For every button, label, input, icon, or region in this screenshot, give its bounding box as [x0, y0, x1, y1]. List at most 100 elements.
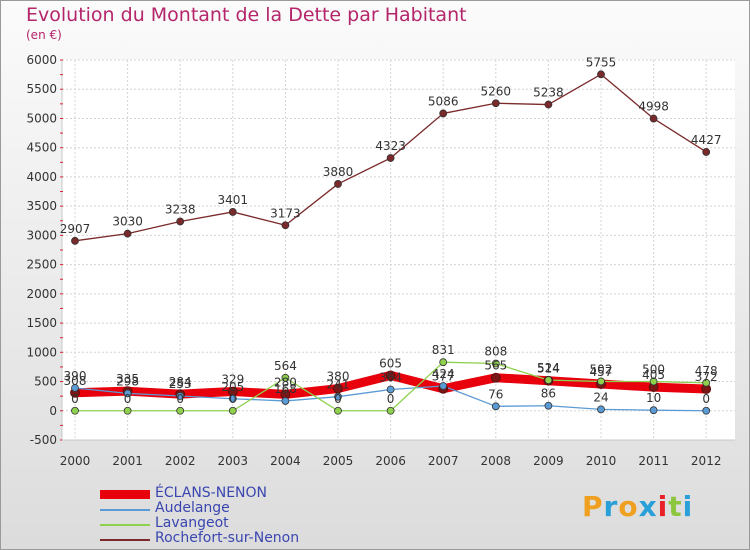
data-label-2: 478: [695, 364, 718, 378]
data-label-3: 5238: [533, 86, 564, 100]
proxiti-logo: Proxiti: [582, 490, 694, 523]
data-label-0: 284: [169, 375, 192, 389]
x-tick-label: 2011: [638, 454, 669, 468]
data-point-0: [385, 370, 396, 381]
data-point-2: [71, 406, 79, 415]
chart-subtitle: (en €): [26, 28, 62, 42]
legend-label: Lavangeot: [155, 515, 229, 531]
x-tick-label: 2007: [428, 454, 459, 468]
data-label-0: 377: [432, 370, 455, 384]
data-point-3: [439, 109, 448, 118]
data-label-1: 0: [702, 392, 710, 406]
data-label-2: 502: [590, 362, 613, 376]
x-tick-label: 2009: [533, 454, 564, 468]
data-label-1: 390: [64, 369, 87, 383]
y-tick-label: 1500: [26, 316, 57, 330]
data-point-1: [123, 389, 132, 398]
data-label-2: 564: [274, 359, 297, 373]
data-label-1: 76: [488, 387, 503, 401]
data-label-3: 4427: [691, 133, 722, 147]
data-point-3: [281, 221, 290, 230]
data-point-2: [439, 358, 448, 367]
y-tick-label: -500: [30, 433, 57, 447]
data-label-0: 280: [274, 375, 297, 389]
data-point-3: [228, 208, 237, 216]
x-tick-label: 2003: [218, 454, 249, 468]
x-tick-label: 2005: [323, 454, 354, 468]
data-point-3: [649, 114, 658, 123]
data-point-1: [334, 392, 342, 401]
data-label-0: 372: [695, 370, 718, 384]
data-point-1: [176, 392, 185, 400]
data-label-3: 5260: [481, 84, 512, 98]
data-label-2: 524: [537, 361, 560, 375]
data-point-3: [176, 217, 185, 226]
data-point-3: [491, 99, 500, 108]
data-label-0: 514: [537, 362, 560, 376]
data-point-2: [597, 377, 605, 386]
chart-title: Evolution du Montant de la Dette par Hab…: [26, 4, 467, 26]
y-tick-label: 1000: [26, 345, 57, 359]
data-point-3: [334, 180, 342, 188]
y-tick-label: 3500: [26, 199, 57, 213]
data-point-2: [228, 406, 237, 415]
y-tick-label: 4500: [26, 141, 57, 155]
x-tick-label: 2004: [270, 454, 301, 468]
data-point-1: [702, 406, 711, 415]
data-label-2: 0: [71, 392, 79, 406]
y-tick-label: 6000: [26, 53, 57, 67]
y-tick-label: 5000: [26, 111, 57, 125]
data-label-1: 24: [593, 390, 608, 404]
y-tick-label: 4000: [26, 170, 57, 184]
x-tick-label: 2010: [586, 454, 617, 468]
data-point-1: [649, 406, 658, 415]
data-point-2: [123, 406, 132, 415]
legend-label: Rochefort-sur-Nenon: [155, 530, 300, 546]
data-label-1: 298: [116, 374, 139, 388]
data-point-2: [491, 359, 500, 368]
data-label-0: 308: [64, 374, 87, 388]
data-point-3: [386, 154, 395, 162]
data-point-1: [491, 402, 500, 411]
data-label-1: 168: [274, 382, 297, 396]
data-label-2: 808: [484, 345, 507, 359]
data-label-1: 205: [221, 380, 244, 394]
data-label-1: 86: [541, 387, 556, 401]
data-label-3: 4323: [375, 139, 406, 153]
data-label-2: 500: [642, 363, 665, 377]
y-tick-label: 3000: [26, 228, 57, 242]
legend-swatch: [100, 509, 150, 511]
data-label-1: 424: [432, 367, 455, 381]
data-point-3: [544, 100, 553, 109]
data-label-3: 5755: [586, 55, 617, 69]
data-point-1: [71, 384, 79, 392]
data-label-1: 253: [169, 377, 192, 391]
data-point-1: [597, 405, 605, 414]
legend-swatch: [100, 490, 150, 499]
x-tick-label: 2006: [375, 454, 406, 468]
data-label-2: 0: [334, 392, 342, 406]
data-point-1: [281, 397, 290, 405]
data-label-3: 3030: [112, 215, 143, 229]
data-point-2: [649, 377, 658, 386]
data-point-1: [439, 382, 448, 390]
data-label-3: 3880: [323, 165, 354, 179]
data-label-0: 329: [221, 373, 244, 387]
data-label-0: 405: [642, 368, 665, 382]
data-point-2: [544, 376, 553, 385]
y-tick-label: 500: [34, 375, 57, 389]
data-label-3: 3238: [165, 202, 196, 216]
y-tick-label: 2000: [26, 287, 57, 301]
data-point-3: [597, 70, 605, 79]
data-label-1: 241: [327, 378, 350, 392]
x-tick-label: 2000: [60, 454, 91, 468]
y-tick-label: 0: [49, 404, 57, 418]
data-point-2: [334, 406, 342, 415]
data-label-2: 0: [124, 392, 132, 406]
legend-swatch: [100, 539, 150, 541]
data-label-3: 3401: [218, 193, 249, 207]
legend-swatch: [100, 524, 150, 526]
data-label-3: 5086: [428, 94, 459, 108]
data-point-3: [71, 236, 79, 245]
